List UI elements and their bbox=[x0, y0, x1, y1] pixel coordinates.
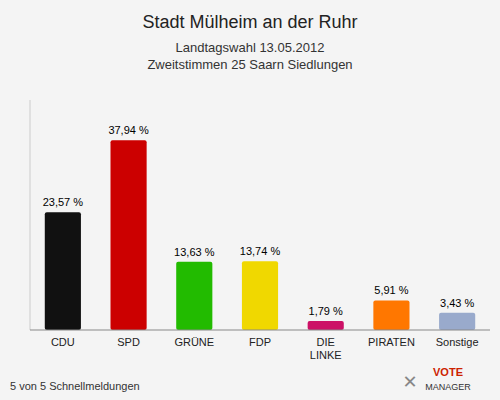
annotation: MANAGER bbox=[425, 382, 471, 392]
data-label: 37,94 % bbox=[108, 124, 149, 136]
data-label: 5,91 % bbox=[374, 284, 408, 296]
bar bbox=[439, 313, 475, 330]
data-label: 13,63 % bbox=[174, 246, 215, 258]
data-label: 3,43 % bbox=[440, 297, 474, 309]
annotation: VOTE bbox=[433, 366, 463, 378]
subtitle: Zweitstimmen 25 Saarn Siedlungen bbox=[147, 57, 352, 72]
data-label: 13,74 % bbox=[240, 245, 281, 257]
x-tick-label-line: PIRATEN bbox=[368, 336, 415, 348]
annotation: 5 von 5 Schnellmeldungen bbox=[10, 380, 140, 392]
annotation: ✕ bbox=[402, 372, 417, 392]
x-tick-label-line: FDP bbox=[249, 336, 271, 348]
x-tick-label: Sonstige bbox=[436, 336, 479, 348]
bar bbox=[308, 321, 344, 330]
x-tick-label-line: GRÜNE bbox=[174, 336, 214, 348]
bar bbox=[373, 300, 409, 330]
x-tick-label-line: CDU bbox=[51, 336, 75, 348]
x-tick-label-line: DIE bbox=[317, 336, 335, 348]
x-tick-label-line: LINKE bbox=[310, 349, 342, 361]
data-label: 23,57 % bbox=[43, 196, 84, 208]
bar bbox=[242, 261, 278, 330]
x-tick-label: DIELINKE bbox=[310, 336, 342, 361]
x-tick-label: PIRATEN bbox=[368, 336, 415, 348]
x-tick-label: CDU bbox=[51, 336, 75, 348]
x-tick-label-line: Sonstige bbox=[436, 336, 479, 348]
bar bbox=[176, 262, 212, 330]
x-tick-label: GRÜNE bbox=[174, 336, 214, 348]
chart: Stadt Mülheim an der Ruhr Landtagswahl 13… bbox=[0, 0, 500, 400]
labels: 23,57 % CDU 37,94 % SPD 13,63 % GRÜNE 13,74 % F… bbox=[43, 124, 479, 361]
bar bbox=[45, 212, 81, 330]
x-tick-label: SPD bbox=[117, 336, 140, 348]
data-label: 1,79 % bbox=[309, 305, 343, 317]
x-tick-label-line: SPD bbox=[117, 336, 140, 348]
x-axis-line bbox=[30, 330, 490, 331]
subtitle: Landtagswahl 13.05.2012 bbox=[176, 40, 325, 55]
bars bbox=[45, 140, 475, 330]
x-tick-label: FDP bbox=[249, 336, 271, 348]
y-axis-line bbox=[30, 100, 31, 330]
title: Stadt Mülheim an der Ruhr bbox=[142, 12, 357, 32]
bar bbox=[111, 140, 147, 330]
background bbox=[0, 0, 500, 400]
